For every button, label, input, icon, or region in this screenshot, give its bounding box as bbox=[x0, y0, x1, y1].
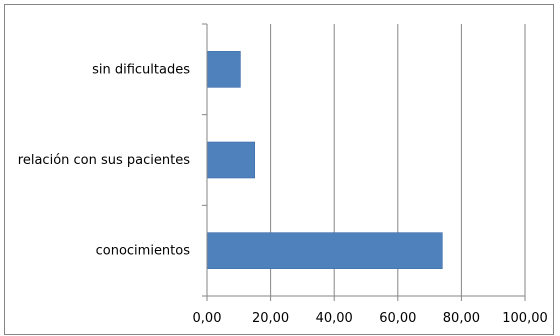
x-axis-labels: 0,00 20,00 40,00 60,00 80,00 100,00 bbox=[193, 311, 548, 326]
y-axis-labels: conocimientos relación con sus pacientes s… bbox=[18, 62, 190, 258]
category-label: sin dificultades bbox=[92, 62, 190, 77]
chart-frame bbox=[4, 4, 554, 335]
bar bbox=[206, 232, 443, 269]
bars bbox=[206, 51, 443, 269]
axes bbox=[202, 23, 526, 301]
tick-label: 80,00 bbox=[443, 311, 480, 326]
tick-label: 100,00 bbox=[502, 311, 548, 326]
category-label: relación con sus pacientes bbox=[18, 153, 190, 168]
bar bbox=[206, 141, 256, 179]
tick-label: 0,00 bbox=[193, 311, 222, 326]
bar bbox=[206, 51, 241, 88]
tick-label: 60,00 bbox=[379, 311, 416, 326]
category-label: conocimientos bbox=[96, 244, 191, 259]
tick-label: 40,00 bbox=[316, 311, 353, 326]
tick-label: 20,00 bbox=[252, 311, 289, 326]
